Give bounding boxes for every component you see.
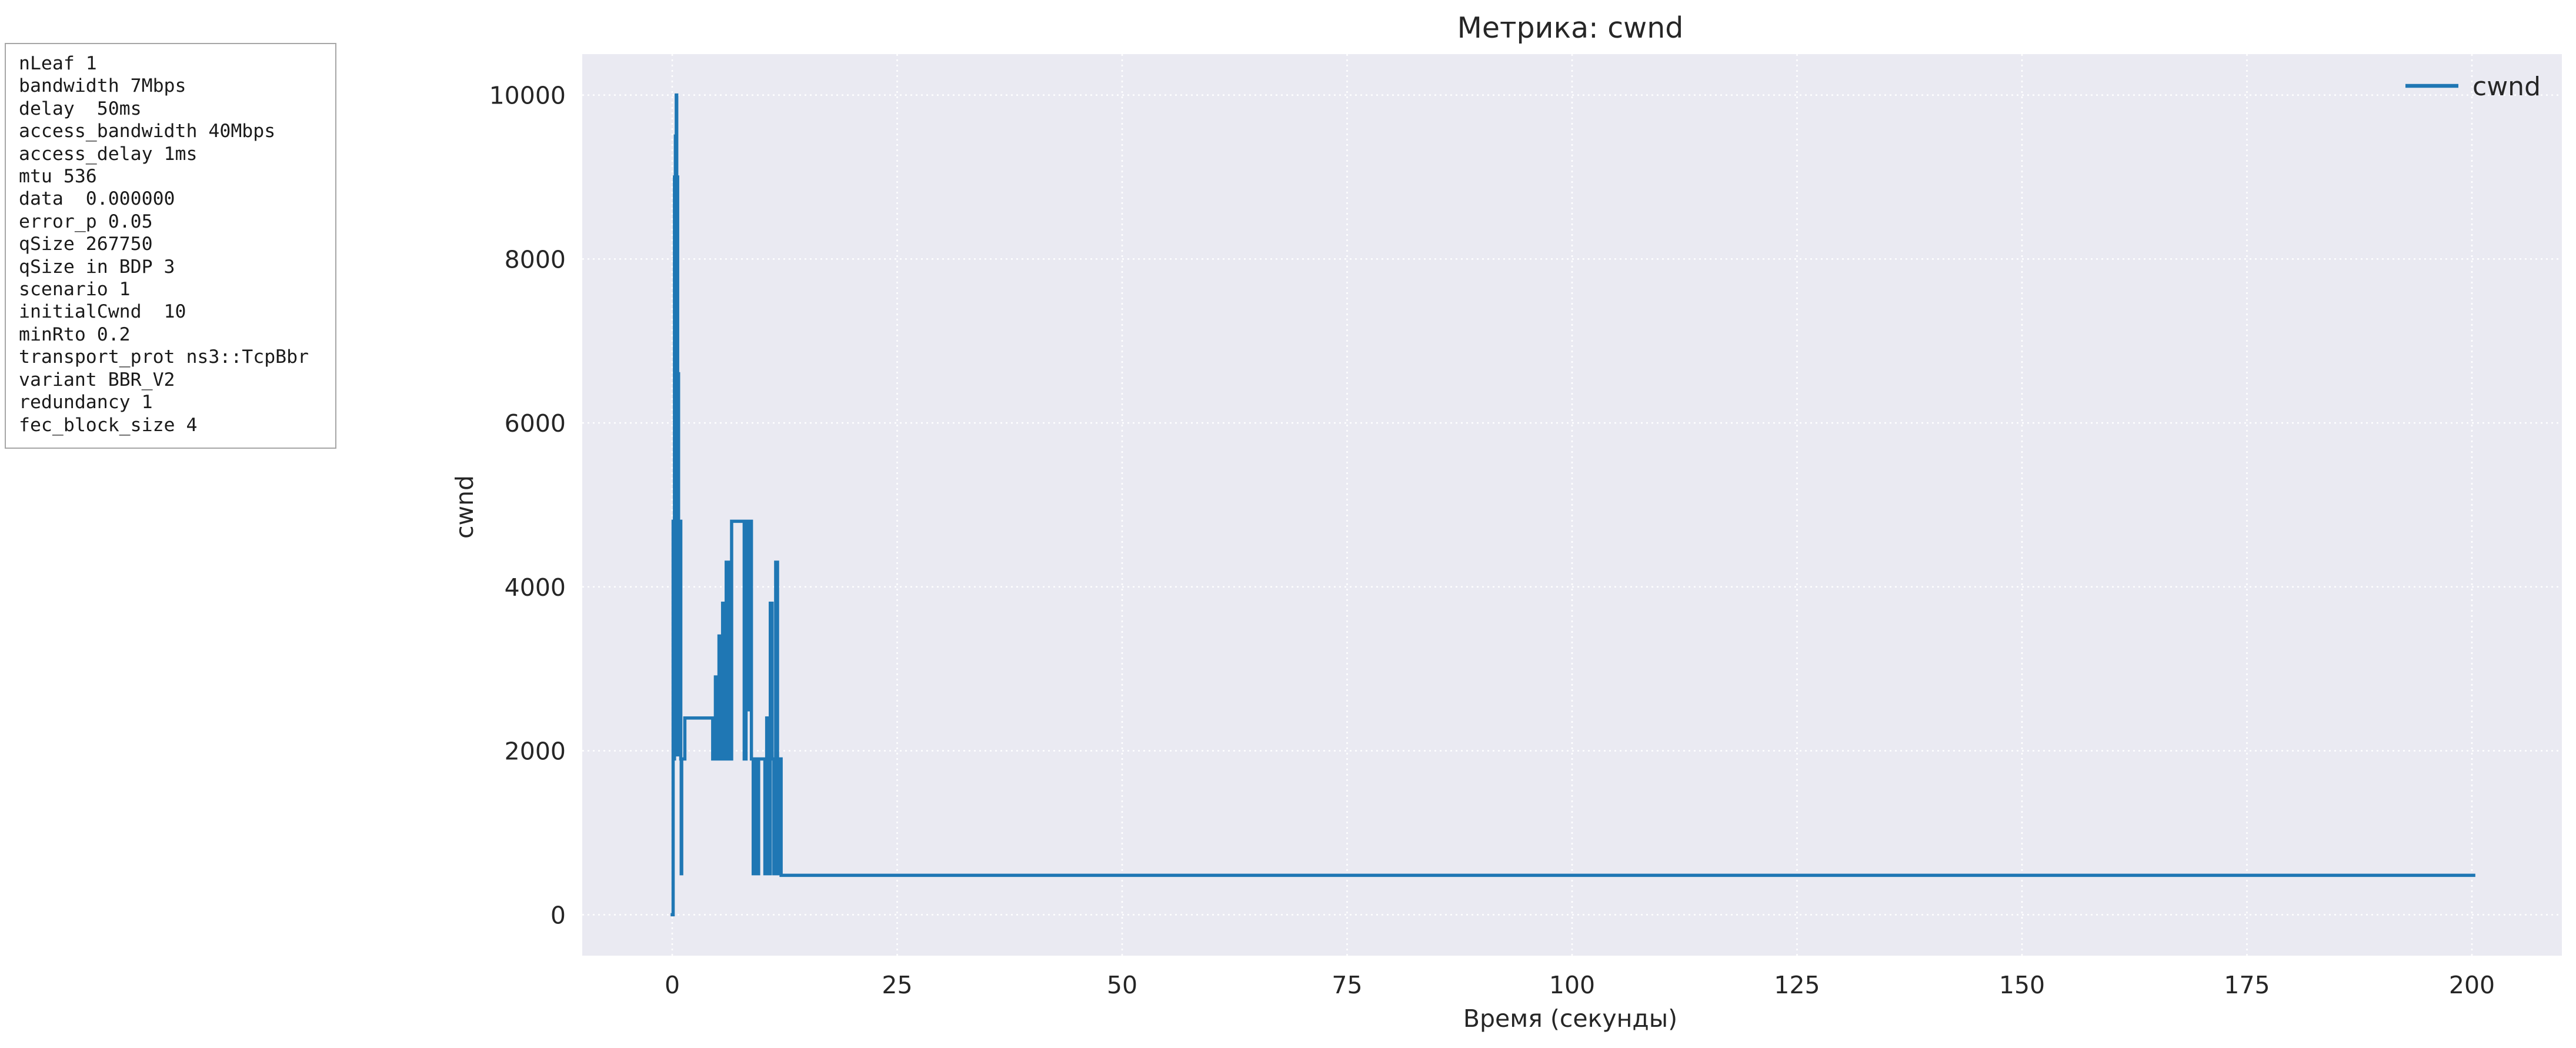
x-tick-label: 125 [1774, 971, 1820, 999]
param-line: access_bandwidth 40Mbps [19, 121, 276, 142]
y-axis-ticks: 0 2000 4000 6000 8000 10000 [489, 82, 566, 930]
param-line: data 0.000000 [19, 188, 175, 210]
series-layer [670, 93, 2475, 917]
param-line: nLeaf 1 [19, 53, 97, 74]
param-line: scenario 1 [19, 279, 131, 301]
x-tick-label: 0 [665, 971, 680, 999]
param-line: variant BBR_V2 [19, 369, 175, 391]
x-tick-label: 150 [1999, 971, 2045, 999]
y-tick-label: 4000 [505, 573, 566, 602]
y-axis-label: cwnd [451, 475, 479, 539]
x-tick-label: 175 [2224, 971, 2270, 999]
x-tick-label: 100 [1549, 971, 1595, 999]
param-line: redundancy 1 [19, 392, 153, 413]
param-line: mtu 536 [19, 166, 97, 188]
param-line: transport_prot ns3::TcpBbr [19, 346, 309, 368]
grid [582, 54, 2562, 956]
parameters-box: nLeaf 1 bandwidth 7Mbps delay 50ms access_b… [5, 43, 336, 449]
param-line: delay 50ms [19, 98, 142, 119]
x-tick-label: 50 [1107, 971, 1137, 999]
x-tick-label: 25 [882, 971, 912, 999]
param-line: minRto 0.2 [19, 323, 131, 345]
param-line: qSize in BDP 3 [19, 256, 175, 278]
param-line: fec_block_size 4 [19, 414, 198, 436]
legend: cwnd [2405, 72, 2541, 102]
chart-title: Метрика: cwnd [1457, 11, 1684, 45]
y-tick-label: 8000 [505, 245, 566, 273]
y-tick-label: 6000 [505, 409, 566, 438]
param-line: qSize 267750 [19, 233, 153, 255]
series-line-cwnd [670, 93, 2475, 917]
y-tick-label: 0 [550, 901, 566, 929]
x-tick-label: 200 [2449, 971, 2495, 999]
param-line: error_p 0.05 [19, 211, 153, 232]
legend-label-cwnd: cwnd [2472, 72, 2541, 102]
param-line: bandwidth 7Mbps [19, 75, 186, 97]
x-axis-ticks: 0 25 50 75 100 125 150 175 200 [665, 971, 2495, 999]
param-line: access_delay 1ms [19, 143, 198, 165]
x-tick-label: 75 [1332, 971, 1362, 999]
y-tick-label: 10000 [489, 82, 566, 110]
x-axis-label: Время (секунды) [1463, 1004, 1677, 1033]
y-tick-label: 2000 [505, 737, 566, 766]
param-line: initialCwnd 10 [19, 301, 186, 323]
